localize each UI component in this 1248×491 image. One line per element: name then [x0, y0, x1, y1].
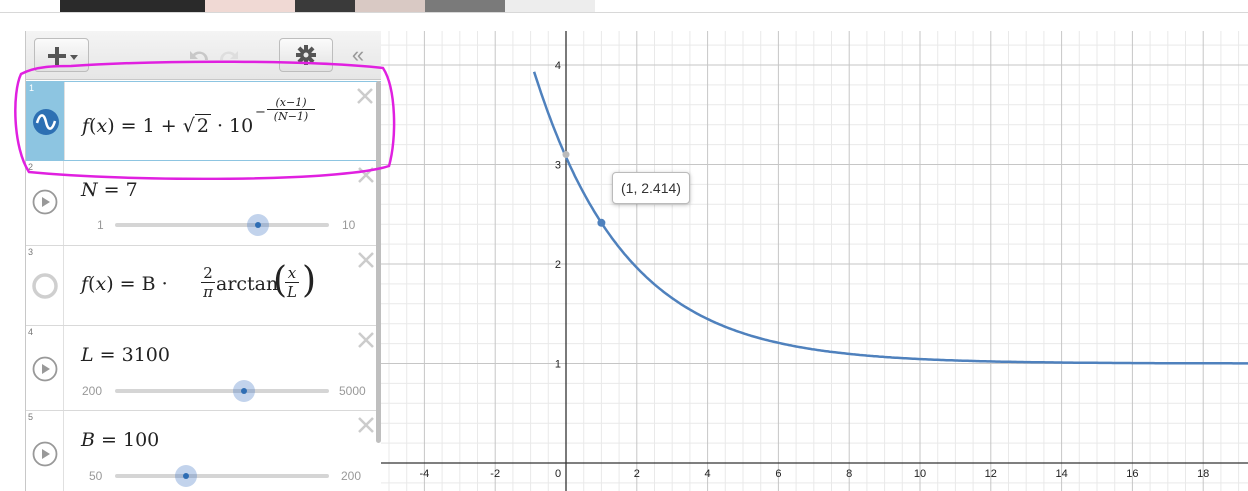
add-item-button[interactable]	[34, 38, 89, 72]
delete-icon[interactable]	[356, 330, 376, 350]
x-tick-label: 12	[985, 468, 997, 480]
x-tick-label: 0	[555, 468, 561, 480]
x-tick-label: 2	[634, 468, 640, 480]
x-tick-label: 18	[1197, 468, 1209, 480]
expression-panel: « 1 f(x) = 1 + √ 2 · 10 − (x−1) (N−1)	[25, 31, 383, 491]
slider-thumb[interactable]	[246, 214, 269, 236]
slider-max-label[interactable]: 5000	[339, 384, 366, 398]
slider-variable[interactable]: N = 7	[81, 179, 138, 201]
slider-track[interactable]	[115, 223, 329, 227]
function-curve	[532, 71, 1248, 365]
expression-row-4[interactable]: 4 L = 3100 200 5000	[26, 326, 382, 411]
x-tick-label: 10	[914, 468, 926, 480]
highlighted-point	[597, 218, 606, 227]
expression-toolbar: «	[26, 31, 382, 80]
delete-icon[interactable]	[355, 86, 375, 106]
undo-icon[interactable]	[186, 44, 212, 64]
x-tick-label: 4	[705, 468, 711, 480]
hidden-circle-icon[interactable]	[32, 273, 58, 299]
slider-max-label[interactable]: 200	[341, 469, 362, 483]
panel-scrollbar[interactable]	[376, 81, 381, 443]
slider-max-label[interactable]: 10	[342, 218, 356, 232]
expression-row-2[interactable]: 2 N = 7 1 10	[26, 161, 382, 246]
redo-icon[interactable]	[216, 44, 242, 64]
expression-index: 1	[29, 83, 35, 93]
expression-gutter: 4	[26, 326, 64, 410]
x-tick-label: 16	[1126, 468, 1138, 480]
play-icon[interactable]	[32, 189, 58, 215]
plus-icon	[48, 47, 78, 65]
y-tick-label: 1	[555, 359, 561, 371]
expression-index: 4	[28, 327, 34, 337]
expression-row-5[interactable]: 5 B = 100 50 200	[26, 411, 382, 491]
play-icon[interactable]	[32, 356, 58, 382]
slider-min-label[interactable]: 50	[89, 469, 103, 483]
expression-index: 2	[28, 162, 34, 172]
x-tick-label: 14	[1055, 468, 1067, 480]
delete-icon[interactable]	[356, 415, 376, 435]
expression-gutter: 2	[26, 161, 64, 245]
expression-index: 5	[28, 412, 34, 422]
y-tick-label: 4	[555, 60, 561, 72]
gear-icon	[296, 45, 316, 65]
function-expression[interactable]: f(x) = 1 + √ 2 · 10	[82, 114, 254, 137]
expression-gutter: 5	[26, 411, 64, 491]
slider-thumb[interactable]	[175, 465, 198, 487]
slider-min-label[interactable]: 200	[82, 384, 103, 398]
graph-canvas[interactable]: -4 -2 0 2 4 6 8 10 12 14 16 18 1 2 3 4	[381, 31, 1248, 491]
expression-gutter: 1	[27, 82, 65, 160]
sine-wave-icon[interactable]	[33, 109, 59, 135]
slider-variable[interactable]: B = 100	[81, 429, 160, 451]
y-tick-label: 3	[555, 160, 561, 172]
point-coordinate-tooltip: (1, 2.414)	[612, 172, 690, 204]
slider-track[interactable]	[115, 389, 329, 393]
expression-gutter: 3	[26, 246, 64, 325]
expression-row-1[interactable]: 1 f(x) = 1 + √ 2 · 10 − (x−1) (N−1)	[26, 81, 382, 161]
slider-min-label[interactable]: 1	[97, 218, 104, 232]
y-intercept-point	[562, 151, 570, 159]
fraction-2-over-pi: 2 π	[201, 264, 215, 301]
y-tick-label: 2	[555, 259, 561, 271]
delete-icon[interactable]	[356, 250, 376, 270]
slider-variable[interactable]: L = 3100	[81, 344, 170, 366]
x-tick-label: 8	[846, 468, 852, 480]
page-divider	[0, 12, 1248, 13]
x-tick-label: -4	[420, 468, 430, 480]
banner-image	[60, 0, 595, 12]
x-tick-label: -2	[490, 468, 500, 480]
slider-track[interactable]	[115, 474, 329, 478]
collapse-panel-button[interactable]: «	[351, 42, 365, 67]
function-expression[interactable]: f(x) = B ·	[81, 273, 168, 295]
arctan-label: arctan	[216, 273, 279, 295]
paren-left: (	[273, 260, 288, 301]
delete-icon[interactable]	[356, 165, 376, 185]
expression-row-3[interactable]: 3 f(x) = B · 2 π arctan ( x L )	[26, 246, 382, 326]
paren-right: )	[302, 260, 317, 301]
slider-thumb[interactable]	[233, 380, 256, 402]
play-icon[interactable]	[32, 441, 58, 467]
expression-index: 3	[28, 247, 34, 257]
fraction-x-over-L: x L	[285, 264, 299, 301]
x-tick-label: 6	[775, 468, 781, 480]
settings-button[interactable]	[279, 38, 333, 72]
